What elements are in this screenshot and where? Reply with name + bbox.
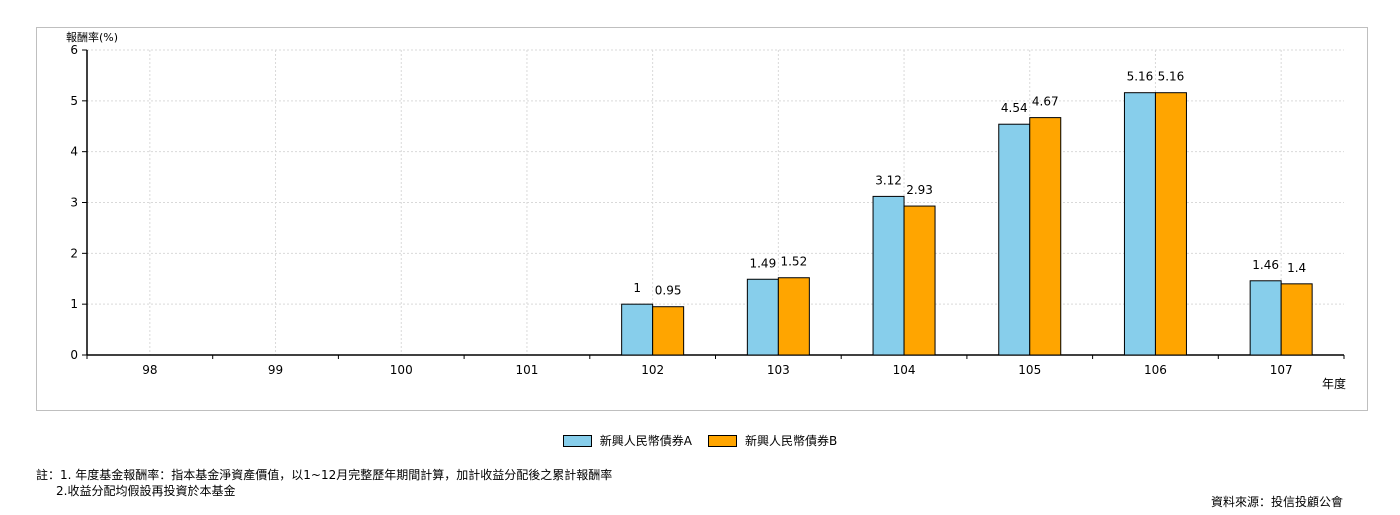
x-tick-label: 107 [1270,363,1293,377]
x-tick-label: 99 [268,363,283,377]
bar-value-label: 1.46 [1252,258,1279,272]
bar-value-label: 2.93 [906,183,933,197]
legend: 新興人民幣債券A 新興人民幣債券B [0,432,1400,449]
bar-value-label: 5.16 [1158,70,1185,84]
x-tick-label: 101 [515,363,538,377]
x-tick-label: 106 [1144,363,1167,377]
x-tick-label: 102 [641,363,664,377]
bar [1249,280,1282,356]
y-axis-title: 報酬率(%) [66,30,118,44]
x-tick-label: 98 [142,363,157,377]
bar-value-label: 4.67 [1032,95,1059,109]
bar-value-label: 1 [633,281,641,295]
bar-value-label: 1.4 [1287,261,1306,275]
bar [998,123,1031,356]
footnote-1: 註：1. 年度基金報酬率：指本基金淨資產價值，以1~12月完整歷年期間計算，加計… [36,468,613,482]
bar [777,277,810,356]
data-source: 資料來源：投信投顧公會 [1210,495,1343,509]
bar-chart: 0 1 2 3 4 5 6 98 99 100 101 102 103 104 105 106 107 報酬率(%… [66,30,1346,391]
y-tick-label: 5 [70,94,78,108]
footnotes: 註：1. 年度基金報酬率：指本基金淨資產價值，以1~12月完整歷年期間計算，加計… [36,467,612,499]
bar-value-label: 1.52 [780,255,807,269]
chart-frame: 0 1 2 3 4 5 6 98 99 100 101 102 103 104 105 106 107 報酬率(%… [36,27,1368,411]
y-tick-label: 4 [70,145,78,159]
x-axis-title: 年度 [1322,376,1346,391]
bar-value-label: 5.16 [1127,70,1154,84]
y-tick-label: 6 [70,43,78,57]
y-tick-label: 2 [70,246,78,260]
bar-value-label: 3.12 [875,173,902,187]
bar [1154,92,1187,356]
bar [1029,117,1062,356]
x-tick-label: 104 [893,363,916,377]
y-tick-label: 1 [70,297,78,311]
legend-swatch-b [707,434,737,447]
bar [652,306,685,356]
bar [903,205,936,356]
legend-item-a: 新興人民幣債券A [562,432,692,449]
bar [872,195,905,356]
y-tick-label: 0 [70,348,78,362]
footnote-2: 2.收益分配均假設再投資於本基金 [56,484,236,498]
bar-value-label: 1.49 [749,256,776,270]
legend-item-b: 新興人民幣債券B [707,432,838,449]
bar [746,278,779,356]
y-tick-label: 3 [70,196,78,210]
legend-label-b: 新興人民幣債券B [744,434,838,448]
x-tick-label: 100 [390,363,413,377]
bar [621,303,654,356]
bar [1123,92,1156,356]
bar [1280,283,1313,356]
legend-label-a: 新興人民幣債券A [599,434,692,448]
legend-swatch-a [562,434,592,447]
bar-value-label: 4.54 [1001,101,1028,115]
x-tick-label: 103 [767,363,790,377]
x-tick-label: 105 [1018,363,1041,377]
bar-value-label: 0.95 [655,284,682,298]
